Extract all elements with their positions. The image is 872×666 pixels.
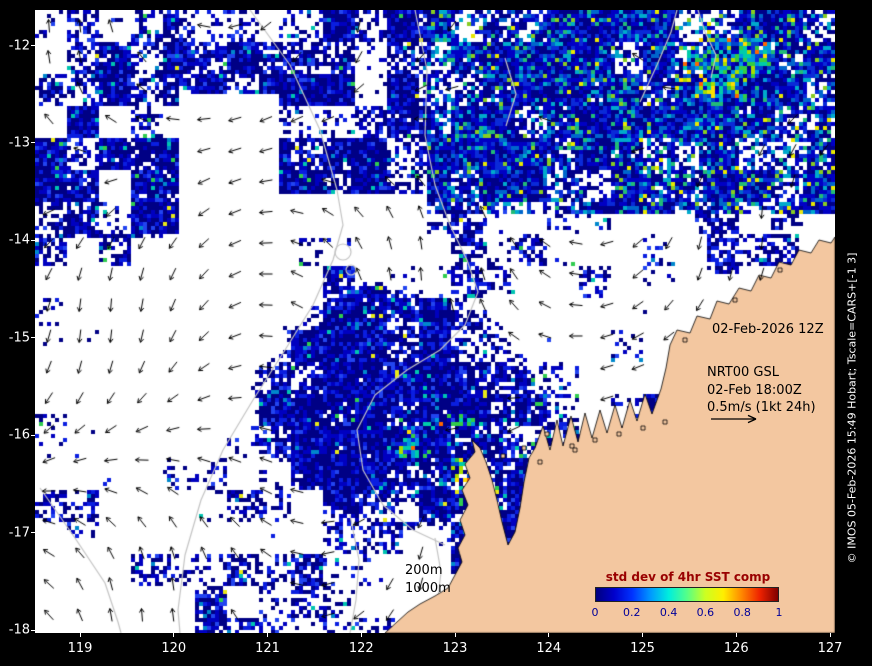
y-axis-tick xyxy=(31,434,35,436)
y-tick-label: -15 xyxy=(8,330,30,346)
x-tick-label: 119 xyxy=(67,641,93,656)
y-axis-tick xyxy=(31,142,35,144)
x-tick-label: 127 xyxy=(817,641,843,656)
y-tick-label: -13 xyxy=(8,135,30,151)
colorbar-tick-label: 0.4 xyxy=(659,606,678,619)
sst-map-canvas xyxy=(35,10,835,633)
colorbar-tick-label: 0.6 xyxy=(696,606,715,619)
isobath-200m-label: 200m xyxy=(405,563,443,578)
x-axis-tick xyxy=(829,633,831,637)
y-axis-tick xyxy=(31,532,35,534)
x-axis-tick xyxy=(454,633,456,637)
y-axis-tick xyxy=(31,45,35,47)
x-axis-tick xyxy=(360,633,362,637)
vector-scale-label: 0.5m/s (1kt 24h) xyxy=(707,400,816,415)
colorbar: std dev of 4hr SST comp 0 0.2 0.4 0.6 0.8 1 xyxy=(588,570,788,624)
y-tick-label: -17 xyxy=(8,525,30,541)
credit-text: © IMOS 05-Feb-2026 15:49 Hobart; Tscale=… xyxy=(845,252,859,564)
x-axis-tick xyxy=(642,633,644,637)
model-time-label: 02-Feb 18:00Z xyxy=(707,383,802,398)
isobath-1000m-label: 1000m xyxy=(405,581,451,596)
model-name-label: NRT00 GSL xyxy=(707,365,779,380)
y-axis-tick xyxy=(31,239,35,241)
y-axis-tick xyxy=(31,337,35,339)
x-tick-label: 125 xyxy=(630,641,655,656)
y-tick-label: -16 xyxy=(8,427,30,443)
y-tick-label: -12 xyxy=(8,38,30,54)
colorbar-tick-label: 1 xyxy=(775,606,783,619)
x-tick-label: 123 xyxy=(442,641,468,656)
current-scale-arrow-icon xyxy=(711,414,757,424)
analysis-time-label: 02-Feb-2026 12Z xyxy=(712,322,824,337)
colorbar-tick-label: 0.2 xyxy=(623,606,641,619)
x-axis-tick xyxy=(173,633,175,637)
y-axis-tick xyxy=(31,629,35,631)
x-axis-tick xyxy=(735,633,737,637)
colorbar-title: std dev of 4hr SST comp xyxy=(605,570,771,584)
x-tick-label: 124 xyxy=(536,641,562,656)
x-axis-tick xyxy=(267,633,268,637)
x-tick-label: 120 xyxy=(161,641,187,656)
x-tick-label: 126 xyxy=(723,641,749,656)
colorbar-gradient xyxy=(595,587,779,602)
x-tick-label: 122 xyxy=(348,641,374,656)
colorbar-tick-label: 0 xyxy=(591,606,599,619)
y-tick-label: -14 xyxy=(8,232,30,248)
y-tick-label: -18 xyxy=(8,622,30,638)
x-axis-tick xyxy=(548,633,550,637)
colorbar-tick-label: 0.8 xyxy=(733,606,751,619)
x-axis-tick xyxy=(79,633,81,637)
x-tick-label: 121 xyxy=(255,641,280,656)
